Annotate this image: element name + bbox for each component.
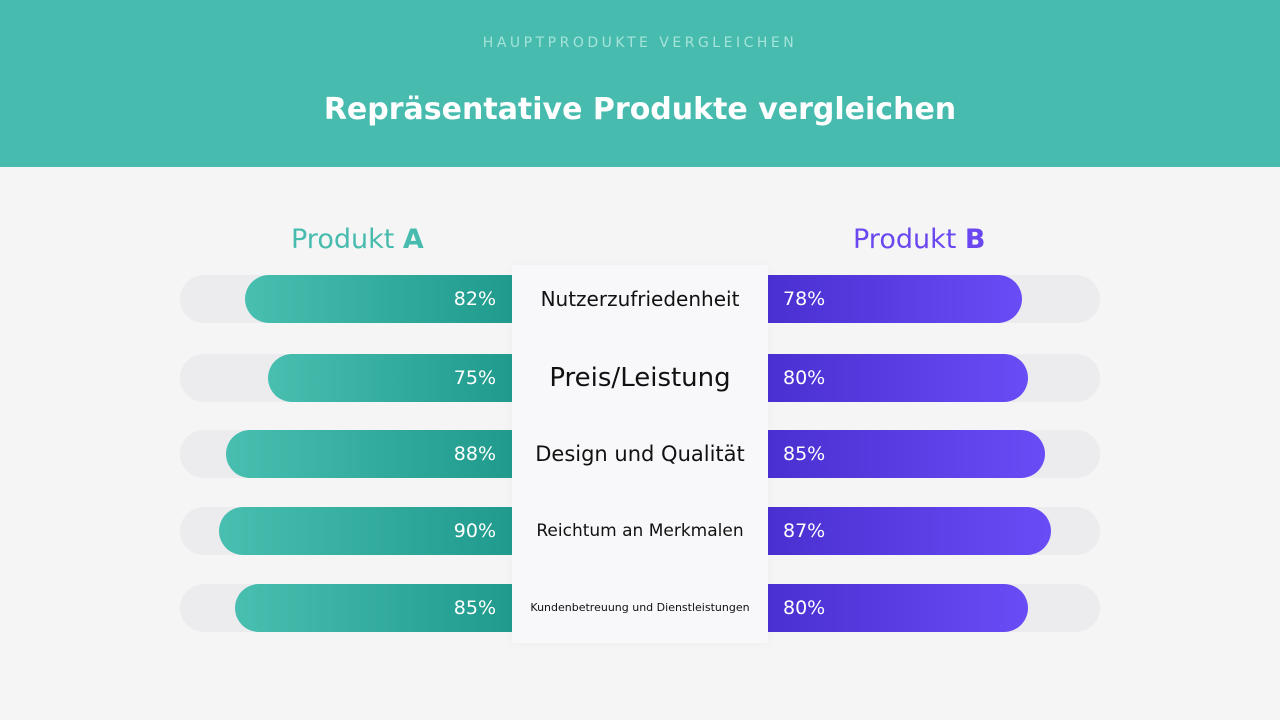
bar-product-a: 82% xyxy=(245,275,512,323)
bar-track-b: 78% xyxy=(768,275,1100,323)
legend-prefix: Produkt xyxy=(853,224,965,255)
category-label: Preis/Leistung xyxy=(549,363,731,393)
bar-track-b: 87% xyxy=(768,507,1100,555)
value-label-a: 82% xyxy=(453,288,496,310)
bar-track-a: 88% xyxy=(180,430,512,478)
category-label: Kundenbetreuung und Dienstleistungen xyxy=(530,601,750,614)
category-label: Nutzerzufriedenheit xyxy=(540,287,740,311)
bar-product-b: 78% xyxy=(768,275,1022,323)
bar-product-a: 85% xyxy=(235,584,512,632)
value-label-b: 78% xyxy=(783,288,826,310)
legend-letter: B xyxy=(964,224,986,255)
value-label-a: 75% xyxy=(453,367,496,389)
comparison-row: 75% Preis/Leistung 80% xyxy=(0,354,1280,402)
slide-kicker: HAUPTPRODUKTE VERGLEICHEN xyxy=(482,35,798,51)
legend-prefix: Produkt xyxy=(291,224,403,255)
value-label-b: 85% xyxy=(783,443,826,465)
comparison-row: 90% Reichtum an Merkmalen 87% xyxy=(0,507,1280,555)
bar-track-a: 75% xyxy=(180,354,512,402)
bar-track-a: 82% xyxy=(180,275,512,323)
value-label-b: 87% xyxy=(783,520,826,542)
value-label-b: 80% xyxy=(783,597,826,619)
bar-track-b: 80% xyxy=(768,354,1100,402)
bar-product-a: 88% xyxy=(225,430,512,478)
bar-product-a: 75% xyxy=(267,354,512,402)
bar-product-b: 87% xyxy=(768,507,1052,555)
legend-product-b: Produkt B xyxy=(853,224,985,255)
value-label-a: 90% xyxy=(453,520,496,542)
header-banner: HAUPTPRODUKTE VERGLEICHEN Repräsentative… xyxy=(0,0,1280,167)
comparison-row: 82% Nutzerzufriedenheit 78% xyxy=(0,275,1280,323)
bar-track-a: 90% xyxy=(180,507,512,555)
bar-product-a: 90% xyxy=(219,507,512,555)
value-label-b: 80% xyxy=(783,367,826,389)
category-label: Design und Qualität xyxy=(535,442,745,466)
slide-title: Repräsentative Produkte vergleichen xyxy=(323,92,957,127)
comparison-row: 88% Design und Qualität 85% xyxy=(0,430,1280,478)
bar-product-b: 80% xyxy=(768,354,1029,402)
category-panel xyxy=(512,265,768,643)
bar-product-b: 80% xyxy=(768,584,1029,632)
legend-product-a: Produkt A xyxy=(291,224,424,255)
legend-letter: A xyxy=(402,224,424,255)
bar-track-b: 80% xyxy=(768,584,1100,632)
bar-product-b: 85% xyxy=(768,430,1045,478)
comparison-row: 85% Kundenbetreuung und Dienstleistungen… xyxy=(0,584,1280,632)
value-label-a: 88% xyxy=(453,443,496,465)
bar-track-b: 85% xyxy=(768,430,1100,478)
bar-track-a: 85% xyxy=(180,584,512,632)
value-label-a: 85% xyxy=(453,597,496,619)
category-label: Reichtum an Merkmalen xyxy=(536,521,744,541)
